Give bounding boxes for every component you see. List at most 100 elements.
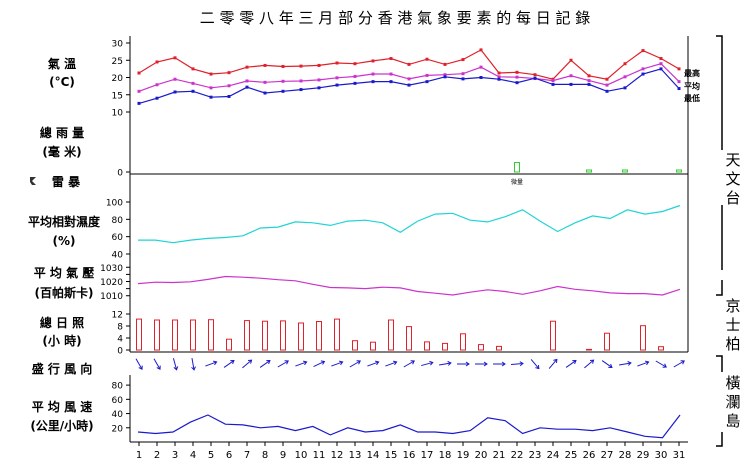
wind-tick-label: 60 (112, 396, 124, 406)
wind-arrow-day-17 (421, 361, 433, 367)
sunshine-bar-day-7 (244, 320, 250, 351)
temp-max-point (137, 71, 141, 75)
temp-min-point (569, 82, 573, 86)
sunshine-bar-day-4 (190, 319, 196, 351)
wind-arrowhead-day-16 (410, 360, 415, 365)
hum-tick-label: 60 (112, 233, 124, 243)
rain-bar-day-22 (514, 162, 520, 173)
sunshine-bar-day-14 (370, 341, 376, 351)
lightning-icon (30, 177, 36, 185)
bracket-observatory-top (716, 35, 723, 150)
wind-arrowhead-day-3 (173, 366, 179, 371)
legend-min: 最低 (684, 93, 700, 103)
temp-max-point (641, 49, 645, 53)
station-waglan-char: 橫 (725, 374, 740, 392)
temp-mean-point (173, 77, 177, 81)
temp-max-point (389, 57, 393, 61)
temp-max-point (443, 62, 447, 66)
wind-tick-label: 80 (112, 382, 124, 392)
pressure-label: 平 均 氣 壓 (34, 265, 95, 280)
temp-max-point (605, 77, 609, 81)
rain-tick-label: 0 (117, 169, 123, 179)
temp-min-point (137, 101, 141, 105)
temp-max-point (533, 73, 537, 77)
wind-arrow-day-28 (619, 362, 631, 366)
hum-tick-label: 100 (106, 199, 123, 209)
sun-tick-label: 0 (117, 347, 123, 357)
day-label: 9 (280, 450, 286, 461)
temp-max-point (461, 58, 465, 62)
sunshine-bar-day-11 (316, 321, 322, 351)
temp-mean-point (209, 86, 213, 90)
temp-min-point (389, 80, 393, 84)
sunshine-unit: (小 時) (42, 333, 81, 348)
temp-min-point (263, 91, 267, 95)
wind-arrow-day-10 (295, 361, 307, 367)
sunshine-bar-day-20 (478, 344, 484, 351)
wind-tick-label: 20 (112, 424, 124, 434)
temp-mean-point (407, 77, 411, 81)
temp-min-point (245, 85, 249, 89)
bracket-waglan-bottom (716, 432, 723, 447)
wind-arrow-day-1 (135, 358, 143, 370)
wind-arrowhead-day-24 (553, 358, 558, 364)
day-label: 13 (349, 450, 362, 461)
temp-mean-point (515, 75, 519, 79)
temp-min-point (227, 94, 231, 98)
day-label: 27 (601, 450, 614, 461)
station-kings-park-char: 京 (725, 297, 740, 315)
bracket-kings-park-top (716, 280, 723, 296)
wind-arrowhead-day-30 (662, 363, 667, 368)
temp-max-point (353, 62, 357, 66)
rain-trace-label: 微量 (511, 178, 523, 186)
station-waglan: 橫瀾島 (725, 374, 740, 430)
wind-arrowhead-day-26 (589, 359, 595, 364)
sunshine-bar-day-13 (352, 340, 358, 351)
day-label: 21 (493, 450, 506, 461)
temp-max-point (191, 67, 195, 71)
pres-tick-label: 1020 (100, 278, 123, 288)
wind-arrow-day-15 (385, 361, 397, 367)
temp-min-point (623, 86, 627, 90)
day-label: 22 (511, 450, 524, 461)
rain-bar-day-26 (586, 169, 592, 173)
pres-tick-label: 1030 (100, 264, 123, 274)
legend-mean: 平均 (684, 81, 700, 91)
sunshine-bar-day-27 (604, 332, 610, 351)
temp-min-point (605, 89, 609, 93)
day-label: 23 (529, 450, 542, 461)
temp-mean-point (191, 81, 195, 85)
temperature-unit: (°C) (49, 75, 75, 89)
pressure-line (137, 275, 681, 296)
temp-max-point (155, 60, 159, 64)
day-label: 7 (244, 450, 250, 461)
wind-arrowhead-day-19 (465, 361, 470, 367)
temp-mean-point (335, 76, 339, 80)
temp-max-point (569, 58, 573, 62)
sunshine-bar-day-18 (442, 342, 448, 351)
wind-arrow-day-25 (565, 360, 577, 368)
temp-max-point (317, 63, 321, 67)
day-label: 1 (136, 450, 142, 461)
station-observatory-char: 天 (725, 151, 740, 169)
temp-mean-point (659, 62, 663, 66)
sunshine-bar-day-16 (406, 326, 412, 351)
station-kings-park-char: 柏 (725, 335, 740, 353)
wind-arrowhead-day-2 (156, 365, 161, 370)
day-label: 31 (673, 450, 686, 461)
wind-arrow-day-2 (153, 358, 161, 370)
wind-arrowhead-day-23 (535, 364, 540, 370)
temp-min-point (515, 81, 519, 85)
temp-min-point (209, 95, 213, 99)
wind-arrow-day-31 (673, 360, 685, 368)
wind-arrowhead-day-25 (572, 360, 577, 365)
rain-bar-day-28 (622, 169, 628, 173)
wind-arrowhead-day-27 (608, 363, 613, 368)
temp-min-point (173, 90, 177, 94)
hum-tick-label: 40 (112, 251, 124, 261)
temp-max-point (677, 67, 681, 71)
day-label: 8 (262, 450, 268, 461)
sunshine-bar-day-30 (658, 346, 664, 351)
station-kings-park: 京士柏 (725, 297, 740, 353)
